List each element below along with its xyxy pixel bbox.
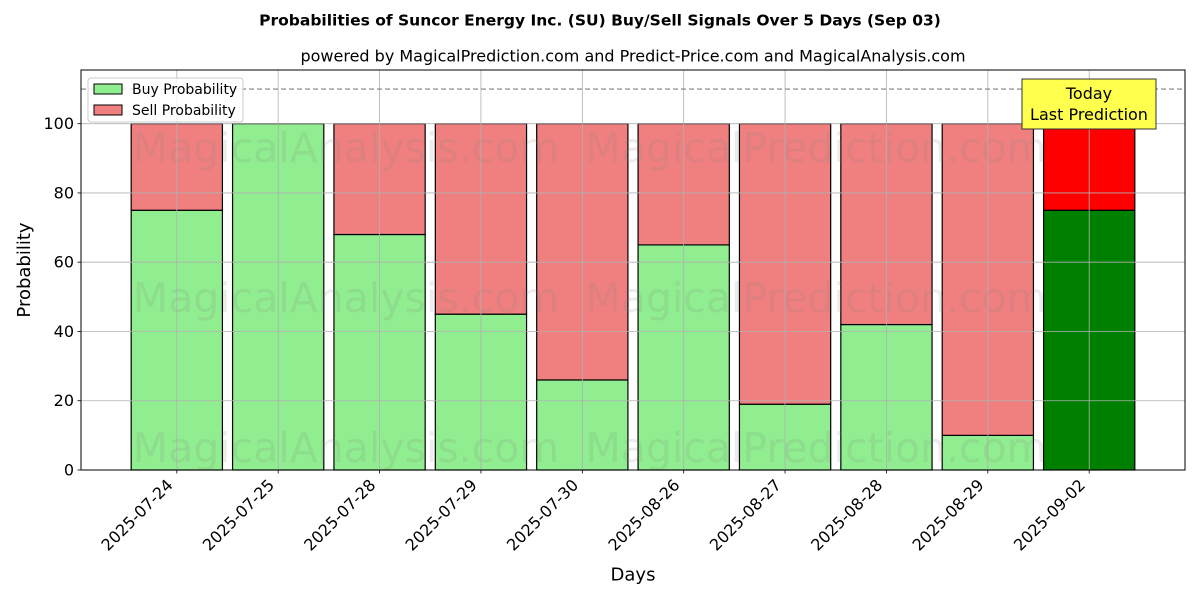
legend-swatch-sell [93,104,123,116]
watermark-text: MagicalPrediction.com [585,124,1046,172]
annotation-line-today: Today [1065,84,1112,103]
legend-label-buy: Buy Probability [132,82,237,98]
legend-box [87,77,244,123]
today-annotation: Today Last Prediction [1021,78,1157,130]
watermark-text: MagicalPrediction.com [585,424,1046,472]
y-tick-label: 40 [54,322,74,341]
y-tick-label: 80 [54,183,74,202]
legend-swatch-buy [93,83,123,95]
watermarks-group: MagicalAnalysis.com MagicalPrediction.co… [133,124,1047,472]
annotation-line-last-prediction: Last Prediction [1030,105,1148,124]
plot-frame [80,69,1186,471]
chart-title: Probabilities of Suncor Energy Inc. (SU)… [259,12,941,30]
annotation-box [1021,78,1157,130]
x-axis-label: Days [611,565,656,586]
chart-subtitle: powered by MagicalPrediction.com and Pre… [300,47,965,66]
y-axis: 0 20 40 60 80 100 [43,114,81,480]
legend: Buy Probability Sell Probability [87,77,244,123]
y-axis-label: Probability [14,222,35,317]
watermark-text: MagicalPrediction.com [585,274,1046,322]
watermark-text: MagicalAnalysis.com [133,424,560,472]
y-tick-label: 20 [54,391,74,410]
y-tick-label: 100 [43,114,74,133]
watermark-text: MagicalAnalysis.com [133,124,560,172]
y-tick-label: 60 [54,253,74,272]
watermark-text: MagicalAnalysis.com [133,274,560,322]
legend-label-sell: Sell Probability [132,103,236,119]
y-tick-label: 0 [64,461,74,480]
